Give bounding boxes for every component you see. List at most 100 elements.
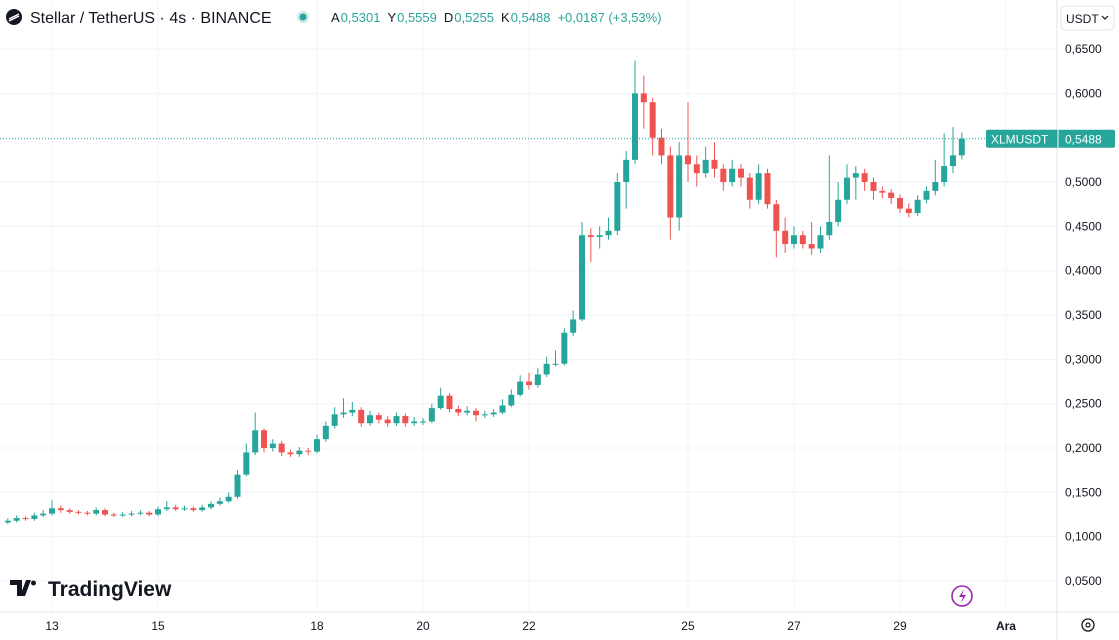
candle-body: [146, 512, 153, 515]
candle-body: [561, 332, 568, 364]
candle-body: [808, 244, 815, 249]
settings-icon[interactable]: [1081, 618, 1095, 632]
candle-body: [420, 421, 427, 423]
candle-body: [155, 509, 162, 515]
x-tick-label: 13: [45, 619, 59, 633]
grid-layer: [0, 0, 1057, 612]
candle-body: [393, 416, 400, 424]
status-dot: [299, 13, 307, 21]
settings-gear-hub: [1085, 622, 1091, 628]
y-tick-label: 0,3000: [1065, 352, 1102, 366]
y-tick-label: 0,2000: [1065, 441, 1102, 455]
candle-body: [261, 430, 268, 449]
candle-body: [790, 235, 797, 245]
candles-layer: [0, 60, 1057, 525]
candle-body: [684, 155, 691, 165]
alert-bolt: [959, 589, 966, 603]
candle-body: [737, 168, 744, 178]
candle-body: [252, 430, 259, 453]
candle-body: [128, 513, 135, 515]
candle-body: [773, 204, 780, 231]
ohlc-label: Y: [387, 10, 396, 25]
candle-body: [234, 474, 241, 497]
candle-body: [163, 507, 170, 510]
y-tick-label: 0,4000: [1065, 264, 1102, 278]
symbol-tag-box: [986, 129, 1115, 148]
x-tick-label: 25: [681, 619, 695, 633]
candle-body: [137, 512, 144, 514]
candle-body: [446, 395, 453, 410]
y-tick-label: 0,6000: [1065, 86, 1102, 100]
candle-body: [358, 409, 365, 424]
candle-body: [49, 508, 56, 514]
candle-body: [552, 363, 559, 365]
candle-body: [181, 508, 188, 510]
candle-body: [746, 177, 753, 200]
last-price-label: 0,5488: [1065, 132, 1102, 146]
candle-body: [75, 511, 82, 513]
x-tick-label: 18: [310, 619, 324, 633]
currency-label[interactable]: USDT: [1066, 12, 1099, 26]
candle-body: [437, 395, 444, 409]
candle-body: [455, 409, 462, 413]
candle-body: [605, 230, 612, 236]
candle-body: [57, 508, 64, 511]
ohlc-value: 0,5488: [511, 10, 551, 25]
candle-body: [702, 159, 709, 174]
candle-body: [172, 507, 179, 510]
watermark-logo: [10, 580, 31, 596]
currency-button-box[interactable]: [1060, 5, 1115, 31]
y-tick-label: 0,3500: [1065, 308, 1102, 322]
candle-body: [508, 394, 515, 406]
candle-body: [596, 235, 603, 237]
y-tick-label: 0,4500: [1065, 219, 1102, 233]
currency-button[interactable]: USDT: [1060, 5, 1115, 31]
x-tick-label: 20: [416, 619, 430, 633]
candle-body: [755, 173, 762, 200]
candle-body: [667, 155, 674, 218]
candle-body: [676, 155, 683, 218]
candle-body: [305, 450, 312, 452]
candle-body: [896, 197, 903, 209]
candle-body: [693, 164, 700, 174]
candle-body: [799, 235, 806, 245]
ohlc-label: K: [501, 10, 510, 25]
candle-body: [835, 199, 842, 222]
candle-body: [208, 503, 215, 508]
header: Stellar / TetherUS · 4s · BINANCE A 0,530…: [6, 9, 662, 27]
symbol-tag: XLMUSDT: [991, 132, 1049, 146]
candle-body: [525, 381, 532, 386]
candle-body: [464, 410, 471, 413]
candle-body: [384, 419, 391, 424]
candle-body: [817, 235, 824, 249]
candle-body: [225, 496, 232, 502]
candle-body: [490, 412, 497, 415]
candle-body: [826, 221, 833, 236]
candle-body: [31, 515, 38, 519]
settings-gear[interactable]: [1081, 618, 1095, 632]
candle-body: [905, 208, 912, 214]
y-tick-label: 0,1500: [1065, 485, 1102, 499]
candle-body: [958, 138, 965, 156]
candle-body: [314, 439, 321, 452]
candle-body: [623, 159, 630, 183]
candle-body: [428, 408, 435, 422]
candle-body: [402, 416, 409, 424]
x-tick-label: 22: [522, 619, 536, 633]
alert-icon[interactable]: [951, 585, 973, 607]
candle-body: [578, 235, 585, 320]
candle-body: [764, 173, 771, 205]
candle-body: [93, 510, 100, 514]
candle-body: [296, 450, 303, 455]
candle-body: [658, 137, 665, 156]
candle-body: [729, 168, 736, 183]
y-tick-label: 0,1000: [1065, 530, 1102, 544]
x-tick-label: 29: [893, 619, 907, 633]
candle-body: [852, 173, 859, 178]
candle-body: [570, 319, 577, 333]
candle-body: [119, 514, 126, 516]
candle-body: [22, 518, 29, 520]
y-tick-label: 0,2500: [1065, 397, 1102, 411]
candle-body: [517, 381, 524, 395]
